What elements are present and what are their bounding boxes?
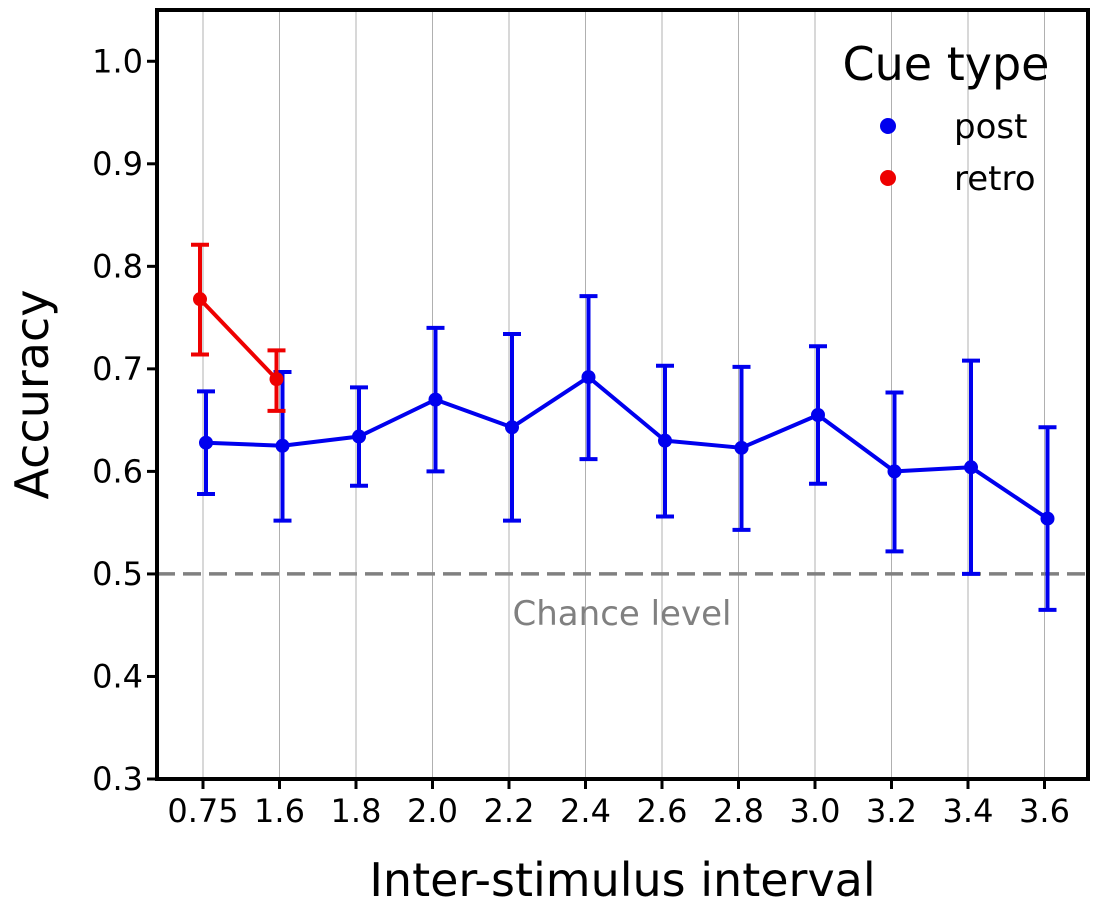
legend-label-retro: retro <box>954 159 1036 199</box>
y-tick-label: 0.9 <box>92 145 143 183</box>
data-point-post <box>964 460 978 475</box>
data-point-retro <box>269 372 284 387</box>
data-point-post <box>275 438 290 453</box>
chance-level-label: Chance level <box>513 594 732 634</box>
y-tick-label: 0.5 <box>92 555 143 593</box>
data-point-post <box>352 429 366 444</box>
legend-label-post: post <box>954 107 1027 147</box>
y-tick-label: 1.0 <box>92 42 143 80</box>
grid <box>202 10 1045 779</box>
series-line-post <box>205 375 1049 521</box>
data-point-post <box>505 420 519 435</box>
data-point-post <box>811 408 825 423</box>
data-point-post <box>658 433 672 448</box>
x-tick-label: 3.4 <box>943 792 994 830</box>
x-tick-label: 2.4 <box>560 792 611 830</box>
y-tick-label: 0.7 <box>92 350 143 388</box>
y-axis: 0.3 0.4 0.5 0.6 0.7 0.8 0.9 1.0 <box>92 42 157 798</box>
data-point-post <box>199 435 213 450</box>
data-point-post <box>581 370 596 385</box>
legend: Cue type post retro <box>843 37 1050 199</box>
x-tick-label: 0.75 <box>167 792 238 830</box>
y-tick-label: 0.3 <box>92 760 143 798</box>
legend-title: Cue type <box>843 37 1050 91</box>
x-tick-label: 2.6 <box>637 792 688 830</box>
legend-marker-retro <box>880 170 896 186</box>
x-tick-label: 3.0 <box>790 792 841 830</box>
series-group <box>191 242 1057 612</box>
data-point-post <box>734 440 749 455</box>
data-point-post <box>887 464 902 479</box>
plot-frame <box>155 8 1090 781</box>
data-point-retro <box>193 292 207 307</box>
x-axis-title: Inter-stimulus interval <box>369 853 875 907</box>
x-tick-label: 1.6 <box>254 792 305 830</box>
y-tick-label: 0.6 <box>92 452 143 490</box>
x-tick-label: 2.2 <box>484 792 535 830</box>
data-point-post <box>428 392 443 407</box>
y-axis-title: Accuracy <box>5 289 59 499</box>
x-tick-label: 2.0 <box>407 792 458 830</box>
legend-marker-post <box>880 118 896 134</box>
y-tick-label: 0.4 <box>92 657 143 695</box>
x-axis: 0.75 1.6 1.8 2.0 2.2 2.4 2.6 2.8 3.0 3.2 3.4 3.6 <box>167 779 1070 830</box>
y-tick-label: 0.8 <box>92 247 143 285</box>
reference-line-group: Chance level <box>157 572 1088 634</box>
x-tick-label: 3.6 <box>1019 792 1070 830</box>
series-line-retro <box>198 297 278 381</box>
data-point-post <box>1040 511 1055 526</box>
x-tick-label: 1.8 <box>331 792 382 830</box>
x-tick-label: 3.2 <box>866 792 917 830</box>
x-tick-label: 2.8 <box>713 792 764 830</box>
